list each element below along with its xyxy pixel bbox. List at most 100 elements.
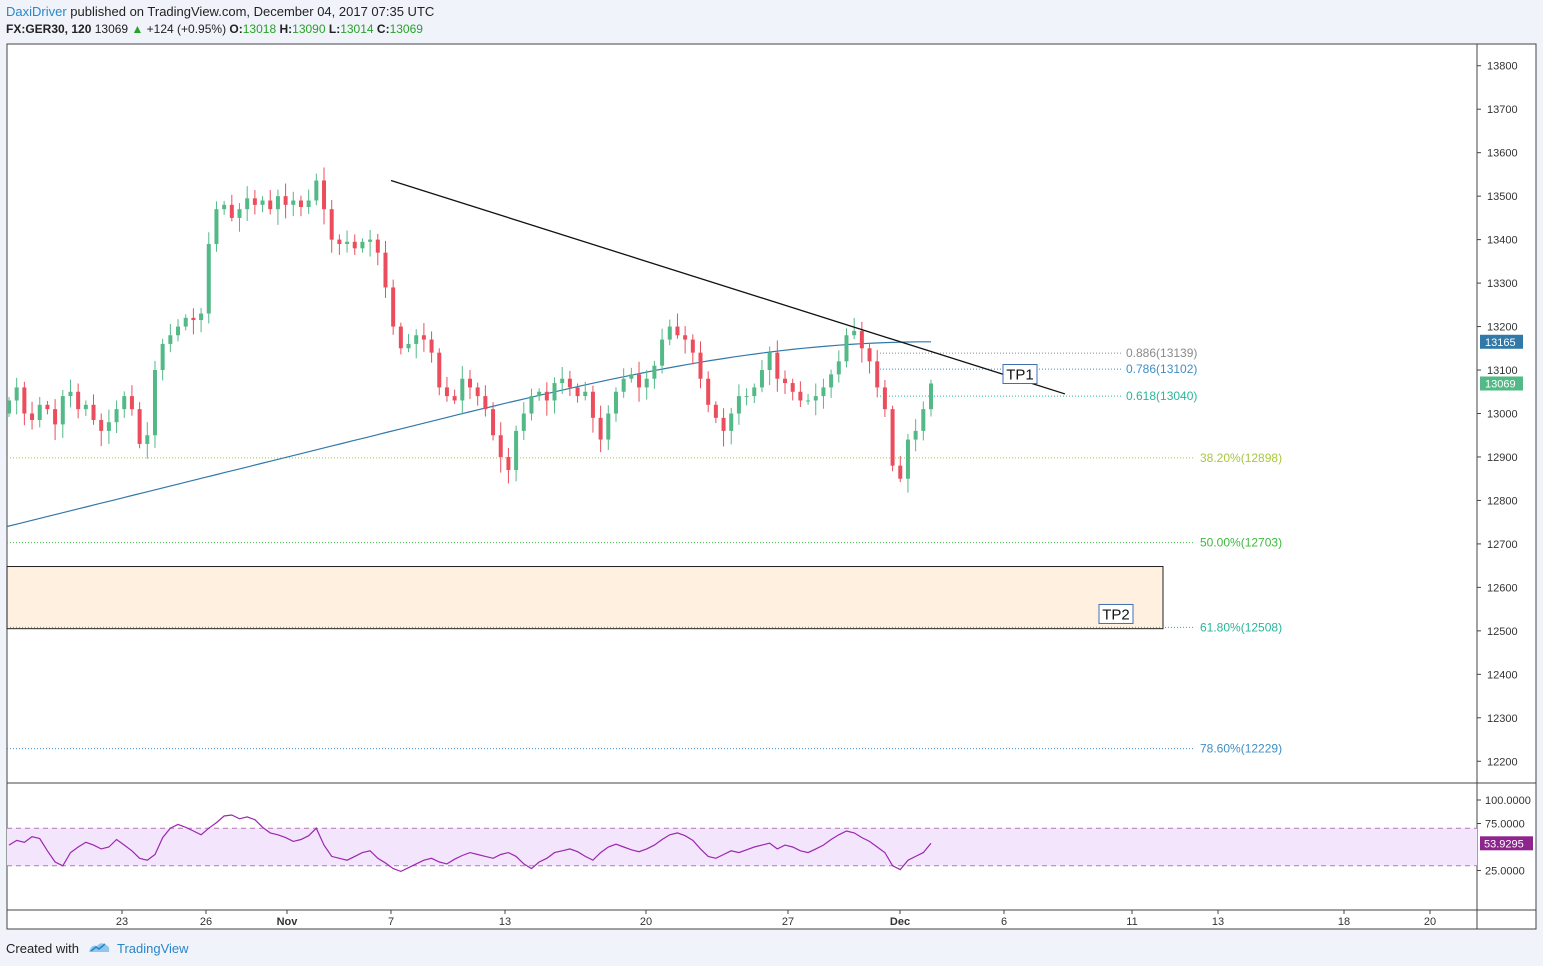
- fib-label: 61.80%(12508): [1200, 620, 1282, 634]
- candle-body: [514, 430, 519, 471]
- price-tick-label: 13000: [1487, 409, 1518, 421]
- candle-body: [544, 391, 549, 401]
- candle-body: [106, 422, 111, 431]
- candle-body: [275, 196, 280, 210]
- high-label: H:: [279, 22, 293, 36]
- candle-body: [237, 209, 242, 218]
- tp-box: [1002, 364, 1038, 385]
- candle-body: [145, 435, 150, 444]
- price-tick-label: 13200: [1487, 322, 1518, 334]
- candle-body: [22, 387, 27, 414]
- close-value: 13069: [389, 22, 423, 36]
- candle-body: [14, 387, 19, 401]
- candle-body: [421, 335, 426, 340]
- price-tick-label: 13600: [1487, 148, 1518, 160]
- fib-label: 0.886(13139): [1126, 346, 1197, 360]
- fib-label: 50.00%(12703): [1200, 536, 1282, 550]
- author-link[interactable]: DaxiDriver: [6, 4, 67, 19]
- price-tick-label: 13700: [1487, 104, 1518, 116]
- candle-body: [199, 313, 204, 321]
- candle-body: [829, 374, 834, 388]
- candle-body: [491, 409, 496, 436]
- candle-body: [437, 352, 442, 388]
- price-tick-label: 12600: [1487, 582, 1518, 594]
- chart-frame: [6, 43, 1537, 930]
- candle-body: [652, 365, 657, 379]
- candle-body: [176, 326, 181, 336]
- candle-body: [898, 465, 903, 479]
- candle-body: [452, 396, 457, 401]
- candle-body: [537, 391, 542, 397]
- time-tick-label: Dec: [890, 916, 910, 928]
- candle-body: [160, 343, 165, 371]
- time-tick-label: 20: [640, 916, 652, 928]
- candle-body: [360, 241, 365, 249]
- candle-body: [398, 326, 403, 349]
- time-tick-label: 23: [116, 916, 128, 928]
- candle-body: [859, 330, 864, 349]
- fib-label: 0.786(13102): [1126, 362, 1197, 376]
- candle-body: [660, 339, 665, 366]
- candle-body: [337, 239, 342, 244]
- tradingview-logo-icon[interactable]: [87, 940, 111, 959]
- price-tick-label: 12800: [1487, 495, 1518, 507]
- tradingview-brand-link[interactable]: TradingView: [116, 941, 189, 956]
- candle-body: [806, 400, 811, 402]
- candle-body: [114, 409, 119, 423]
- footer: Created with TradingView: [6, 940, 189, 958]
- candle-body: [836, 361, 841, 375]
- candle-body: [53, 409, 58, 425]
- price-badge: [1480, 334, 1523, 349]
- candle-body: [752, 387, 757, 397]
- candle-body: [567, 378, 572, 388]
- candle-body: [483, 396, 488, 410]
- candle-body: [721, 417, 726, 431]
- price-tick-label: 12900: [1487, 452, 1518, 464]
- candle-body: [606, 413, 611, 440]
- rsi-band: [7, 828, 1477, 866]
- candle-body: [637, 374, 642, 388]
- candle-body: [322, 180, 327, 210]
- candle-body: [706, 378, 711, 405]
- candle-body: [529, 396, 534, 414]
- candle-body: [168, 335, 173, 344]
- price-tick-label: 13100: [1487, 365, 1518, 377]
- candle-body: [767, 352, 772, 371]
- candle-body: [575, 387, 580, 397]
- candle-body: [929, 383, 933, 410]
- price-badge-label: 13165: [1485, 337, 1516, 349]
- fib-label: 38.20%(12898): [1200, 451, 1282, 465]
- candle-body: [775, 352, 780, 379]
- candle-body: [690, 339, 695, 353]
- candle-body: [314, 180, 319, 201]
- rsi-badge-label: 53.9295: [1484, 838, 1524, 850]
- price-tick-label: 13400: [1487, 235, 1518, 247]
- price-tick-label: 13500: [1487, 191, 1518, 203]
- candle-body: [45, 404, 50, 410]
- tp-box: [1098, 603, 1134, 624]
- candle-body: [644, 378, 649, 388]
- candle-body: [129, 396, 134, 410]
- candle-body: [206, 243, 211, 314]
- candle-body: [783, 378, 788, 384]
- tp-label: TP1: [1006, 367, 1034, 384]
- symbol-label[interactable]: FX:GER30, 120: [6, 22, 92, 36]
- candle-body: [352, 241, 357, 249]
- target-zone: [6, 566, 1164, 630]
- candle-body: [375, 239, 380, 253]
- time-tick-label: 18: [1338, 916, 1350, 928]
- candle-body: [122, 396, 127, 410]
- time-tick-label: 20: [1424, 916, 1436, 928]
- candle-body: [444, 387, 449, 397]
- candle-body: [821, 387, 826, 397]
- candle-body: [621, 378, 626, 392]
- candle-body: [613, 391, 618, 414]
- candle-body: [137, 409, 142, 444]
- candle-body: [245, 198, 250, 210]
- candle-body: [521, 413, 526, 431]
- publish-info: DaxiDriver published on TradingView.com,…: [6, 4, 434, 20]
- low-value: 13014: [340, 22, 374, 36]
- candle-body: [852, 330, 857, 336]
- candle-body: [260, 200, 265, 205]
